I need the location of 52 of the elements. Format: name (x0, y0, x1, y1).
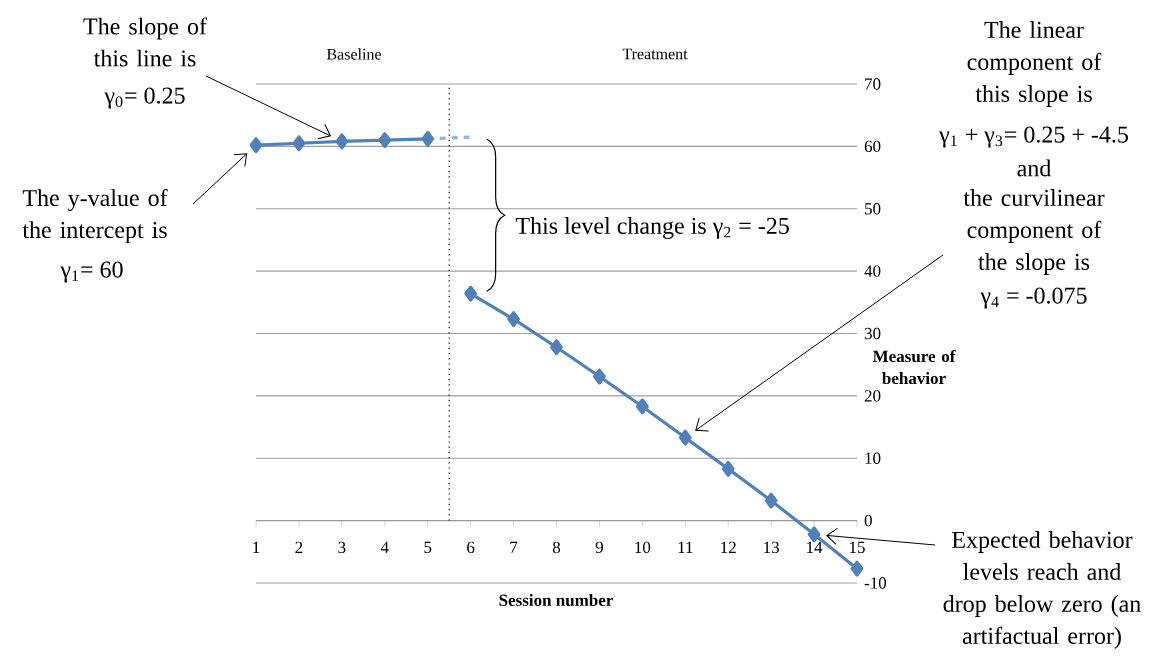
text: Expected behavior levels reach and drop below zero (an artifactual error) (943, 531, 1141, 649)
x-tick-label: 14 (807, 541, 823, 553)
x-tick-label: 5 (424, 541, 432, 553)
point (721, 460, 735, 477)
y-tick-label: 0 (864, 514, 872, 527)
point (678, 429, 692, 446)
point (550, 339, 563, 356)
text: The y-value of the intercept is (22, 188, 168, 243)
x-tick-label: 2 (295, 541, 303, 553)
text: and (1017, 159, 1052, 177)
y-tick-label: 10 (865, 452, 881, 464)
x-tick-label: 13 (764, 541, 779, 554)
point (335, 133, 349, 150)
x-tick-label: 10 (635, 541, 651, 554)
y-tick-label: 60 (864, 140, 881, 153)
y-tick-label: 50 (865, 203, 881, 215)
point (292, 135, 306, 152)
text: Treatment (622, 48, 688, 60)
point (764, 492, 778, 509)
x-tick-label: 6 (467, 541, 475, 554)
x-tick-label: 11 (678, 541, 693, 553)
text: γ$_{1}$= 60 (60, 261, 123, 283)
text: Baseline (326, 48, 382, 60)
point (249, 137, 263, 154)
x-tick-label: 4 (380, 541, 389, 553)
x-axis-title: Session number (499, 593, 614, 607)
point (464, 285, 478, 302)
text: γ$_{1}$ + γ$_{3}$= 0.25 + -4.5 (939, 126, 1128, 148)
x-tick-label: 8 (552, 541, 561, 554)
y-axis-title: Measure of behavior (872, 349, 956, 385)
x-tick-label: 7 (510, 541, 518, 553)
y-tick-label: -10 (864, 577, 887, 589)
point (378, 132, 392, 149)
y-tick-label: 70 (865, 78, 881, 90)
y-tick-label: 40 (864, 265, 881, 277)
point (850, 560, 864, 577)
point (507, 311, 520, 328)
x-tick-label: 15 (850, 541, 865, 554)
x-tick-label: 9 (595, 541, 603, 554)
x-tick-label: 12 (721, 541, 736, 553)
x-tick-label: 3 (338, 541, 346, 554)
text: γ$_{0}$= 0.25 (104, 87, 185, 109)
x-tick-label: 1 (253, 541, 260, 553)
annotation: This level change is γ$_{2}$ = -25 (515, 217, 789, 239)
y-tick-label: 30 (864, 327, 881, 340)
point (421, 130, 435, 147)
text: The linear component of this slope is (967, 21, 1102, 107)
point (635, 398, 649, 415)
text: γ$_{4}$ = -0.075 (980, 287, 1087, 309)
point (593, 368, 606, 385)
y-tick-label: 20 (864, 390, 881, 402)
text: The slope of this line is (83, 17, 207, 67)
